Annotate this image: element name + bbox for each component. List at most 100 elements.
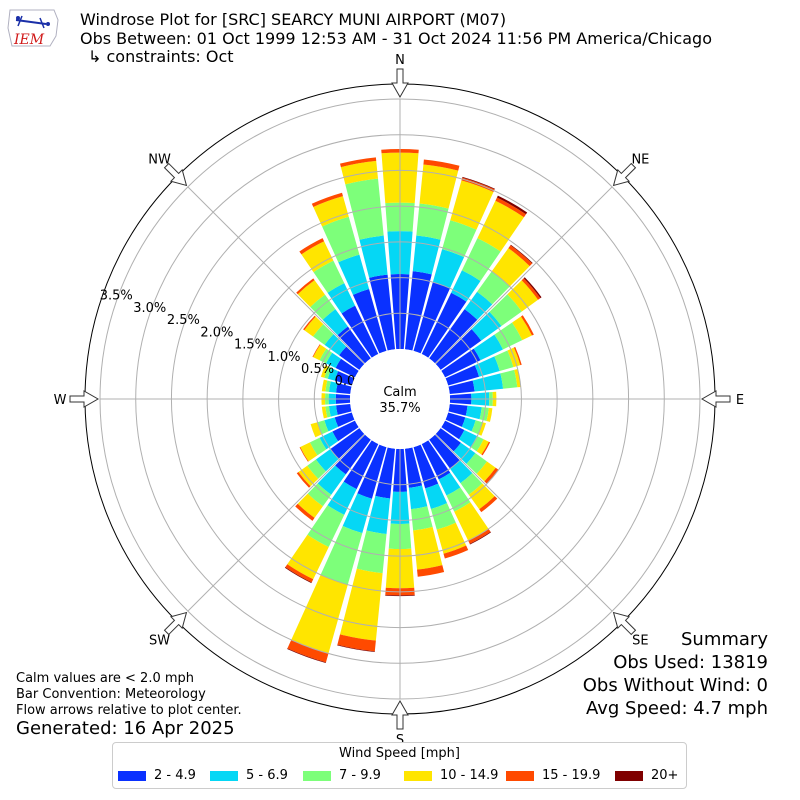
windrose-bar-segment: [442, 220, 477, 258]
windrose-bar-segment: [508, 245, 533, 267]
windrose-bar-segment: [324, 334, 347, 356]
windrose-bar-segment: [307, 505, 345, 548]
direction-label: W: [54, 393, 67, 408]
windrose-bar-segment: [303, 315, 316, 331]
direction-label: E: [736, 393, 744, 408]
legend-item: 15 - 19.9: [506, 768, 600, 784]
legend-swatch: [303, 770, 331, 781]
windrose-bar-segment: [322, 216, 360, 263]
angular-gridline: [435, 186, 613, 364]
angular-gridline: [187, 434, 365, 612]
flow-arrow: [612, 611, 637, 636]
windrose-bar-segment: [450, 180, 494, 230]
windrose-bar-segment: [478, 422, 486, 436]
windrose-bar-segment: [469, 531, 491, 545]
windrose-bar-segment: [334, 371, 355, 386]
windrose-bar-segment: [486, 407, 493, 422]
windrose-bar-segment: [412, 235, 441, 275]
flow-arrow: [391, 699, 409, 730]
windrose-bar-segment: [332, 420, 359, 442]
windrose-bar-segment: [335, 358, 359, 378]
windrose-bar-segment: [336, 383, 352, 395]
windrose-bar-segment: [359, 235, 388, 278]
windrose-bar-segment: [312, 324, 334, 345]
legend-item: 7 - 9.9: [303, 768, 381, 784]
windrose-bar-segment: [425, 483, 448, 510]
windrose-bar-segment: [432, 249, 465, 289]
windrose-bar-segment: [375, 447, 396, 499]
windrose-bar-segment: [366, 495, 391, 535]
windrose-bar-segment: [500, 369, 518, 389]
windrose-bar-segment: [297, 280, 325, 307]
windrose-bar-segment: [477, 200, 524, 252]
windrose-bar-segment: [460, 473, 483, 495]
windrose-bar-segment: [336, 403, 352, 415]
direction-label: S: [396, 733, 404, 748]
angular-gridline: [187, 186, 365, 364]
windrose-bar-segment: [450, 460, 473, 484]
windrose-bar-segment: [284, 567, 312, 584]
legend-title: Wind Speed [mph]: [339, 746, 460, 761]
windrose-bar-segment: [404, 447, 423, 488]
windrose-bar-segment: [304, 316, 324, 337]
windrose-bar-segment: [435, 428, 461, 452]
windrose-bar-segment: [330, 428, 365, 459]
windrose-bar-segment: [423, 159, 460, 171]
windrose-bar-segment: [287, 639, 329, 663]
windrose-bar-segment: [438, 472, 461, 496]
windrose-bar-segment: [470, 436, 484, 452]
windrose-bar-segment: [296, 278, 315, 295]
windrose-bar-segment: [413, 444, 439, 489]
windrose-bar-segment: [484, 467, 499, 484]
direction-label: SE: [632, 633, 648, 648]
windrose-bar-segment: [494, 350, 514, 371]
windrose-bar-segment: [317, 465, 346, 495]
calm-circle: [350, 349, 450, 449]
windrose-bar-segment: [441, 348, 481, 378]
windrose-bar-segment: [513, 346, 522, 366]
windrose-bar-segment: [421, 440, 451, 480]
windrose-bar-segment: [337, 644, 375, 653]
windrose-bar-segment: [445, 365, 480, 386]
windrose-bar-segment: [429, 434, 460, 469]
windrose-bar-segment: [417, 565, 445, 577]
windrose-bar-segment: [310, 422, 322, 438]
windrose-bar-segment: [298, 465, 319, 487]
windrose-bar-segment: [321, 406, 328, 419]
windrose-bar-segment: [462, 176, 495, 190]
windrose-bar-segment: [321, 379, 328, 392]
windrose-bar-segment: [299, 238, 325, 255]
calm-note: Calm values are < 2.0 mph: [16, 671, 195, 686]
windrose-bar-segment: [320, 525, 363, 585]
windrose-bar-segment: [520, 315, 534, 336]
windrose-bar-segment: [327, 481, 357, 515]
windrose-bar-segment: [324, 417, 339, 432]
windrose-bar-segment: [307, 459, 326, 479]
calm-label: Calm: [383, 385, 416, 400]
direction-label: N: [395, 53, 405, 68]
constraints-label: ↳ constraints: Oct: [88, 47, 234, 66]
windrose-bar-segment: [337, 634, 376, 652]
windrose-bar-segment: [317, 420, 329, 435]
windrose-bar-segment: [340, 160, 379, 185]
direction-label: NW: [148, 153, 171, 168]
legend-swatch: [506, 770, 534, 781]
windrose-bar-segment: [468, 528, 491, 544]
windrose-bar-segment: [476, 461, 496, 482]
windrose-bar-segment: [369, 274, 396, 351]
radial-tick-label: 2.0%: [200, 325, 233, 340]
windrose-bar-segment: [342, 493, 372, 534]
windrose-bar-segment: [476, 439, 489, 455]
flow-note: Flow arrows relative to plot center.: [16, 703, 242, 718]
radial-tick-label: 3.5%: [100, 289, 133, 304]
windrose-bar-segment: [324, 366, 332, 379]
windrose-bar-segment: [472, 373, 504, 392]
windrose-bar-segment: [435, 329, 482, 370]
windrose-bar-segment: [357, 444, 387, 499]
windrose-bar-segment: [337, 326, 371, 364]
windrose-bars: [284, 149, 542, 664]
windrose-bar-segment: [461, 238, 501, 281]
windrose-bar-segment: [416, 203, 449, 240]
summary-avg-speed: Avg Speed: 4.7 mph: [586, 698, 768, 719]
legend-swatch: [118, 770, 146, 781]
